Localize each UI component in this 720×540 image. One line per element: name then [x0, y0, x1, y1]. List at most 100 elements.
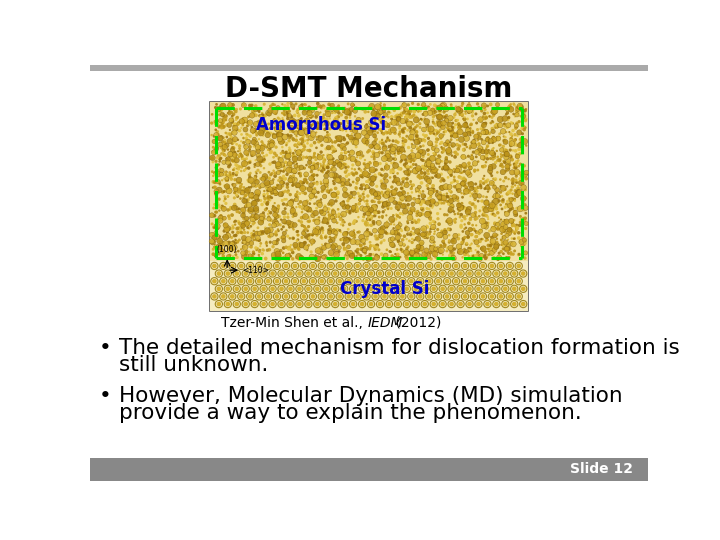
Point [276, 175, 288, 184]
Point [444, 217, 455, 225]
Point [237, 121, 248, 130]
Point [232, 136, 243, 144]
Circle shape [444, 278, 451, 285]
Point [405, 133, 416, 141]
Point [358, 193, 369, 201]
Point [508, 99, 519, 108]
Point [520, 209, 531, 218]
Point [405, 177, 416, 186]
Point [297, 205, 308, 213]
Circle shape [498, 278, 505, 285]
Point [423, 103, 434, 112]
Point [451, 193, 462, 201]
Point [457, 140, 469, 149]
Point [315, 161, 327, 170]
Point [343, 163, 354, 171]
Point [514, 136, 526, 144]
Point [262, 180, 274, 189]
Point [436, 255, 448, 264]
Point [451, 185, 463, 194]
Point [300, 233, 312, 241]
Circle shape [403, 285, 410, 292]
Point [287, 159, 299, 167]
Point [369, 174, 381, 183]
Point [292, 244, 304, 253]
Point [456, 211, 467, 219]
Point [229, 129, 240, 137]
Point [480, 248, 492, 257]
Point [498, 225, 510, 233]
Point [296, 241, 307, 249]
Point [319, 218, 330, 226]
Point [468, 225, 480, 234]
Point [494, 225, 505, 233]
Circle shape [367, 300, 374, 308]
Point [225, 173, 236, 181]
Point [425, 197, 436, 206]
Point [233, 187, 244, 196]
Point [426, 173, 437, 182]
Point [371, 165, 382, 174]
Point [434, 120, 446, 129]
Point [217, 145, 229, 154]
Circle shape [309, 278, 317, 285]
Point [415, 238, 427, 247]
Point [272, 254, 284, 262]
Point [209, 137, 220, 146]
Point [487, 245, 498, 254]
Point [222, 145, 234, 154]
Point [433, 232, 445, 240]
Point [434, 139, 446, 148]
Point [456, 205, 468, 213]
Point [359, 170, 370, 178]
Point [370, 112, 382, 121]
Point [441, 157, 452, 166]
Point [375, 225, 387, 234]
Point [423, 134, 434, 143]
Point [407, 151, 418, 160]
Point [434, 195, 446, 204]
Point [224, 130, 235, 139]
Point [363, 136, 374, 144]
Circle shape [300, 278, 307, 285]
Point [323, 144, 334, 152]
Point [330, 241, 342, 249]
Point [426, 188, 437, 197]
Point [507, 190, 518, 198]
Point [451, 140, 463, 149]
Point [475, 245, 487, 253]
Point [338, 160, 349, 169]
Point [461, 184, 472, 193]
Point [425, 129, 436, 138]
Point [266, 231, 277, 239]
Point [407, 253, 418, 261]
Point [439, 211, 451, 219]
Point [348, 120, 360, 129]
Circle shape [274, 262, 281, 269]
Point [347, 139, 359, 148]
Point [313, 122, 325, 130]
Point [338, 107, 349, 116]
Point [335, 155, 346, 164]
Point [227, 118, 238, 126]
Point [378, 191, 390, 200]
Circle shape [441, 271, 445, 276]
Point [333, 226, 344, 234]
Point [466, 151, 477, 159]
Point [240, 217, 252, 225]
Point [481, 129, 492, 138]
Point [312, 188, 324, 197]
Circle shape [315, 271, 320, 276]
Circle shape [490, 279, 494, 284]
Point [376, 188, 387, 197]
Point [397, 188, 409, 197]
Point [451, 166, 463, 175]
Point [320, 177, 332, 185]
Point [330, 197, 342, 205]
Point [516, 241, 527, 250]
Point [387, 154, 399, 163]
Point [289, 244, 301, 252]
Point [505, 119, 517, 127]
Point [495, 215, 507, 224]
Point [415, 244, 426, 252]
